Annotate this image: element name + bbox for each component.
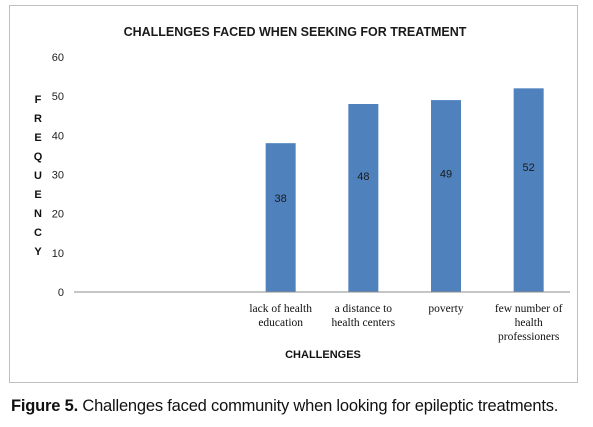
data-label: 52 xyxy=(523,162,535,174)
bar xyxy=(431,100,461,292)
chart-frame: CHALLENGES FACED WHEN SEEKING FOR TREATM… xyxy=(9,5,578,383)
x-tick-label: health centers xyxy=(332,317,396,329)
bar xyxy=(265,143,296,292)
y-axis-label-letter: C xyxy=(34,227,42,239)
y-axis-label-letter: N xyxy=(34,208,42,220)
bar xyxy=(513,88,544,292)
y-tick-label: 50 xyxy=(52,91,64,103)
y-tick-label: 30 xyxy=(52,170,64,182)
y-axis-label-letter: F xyxy=(35,94,42,106)
x-tick-label: education xyxy=(258,317,303,329)
y-tick-label: 10 xyxy=(52,248,64,260)
data-label: 49 xyxy=(440,169,452,181)
x-tick-label: professioners xyxy=(498,331,560,343)
x-axis-title: CHALLENGES xyxy=(285,349,361,361)
x-tick-label: poverty xyxy=(428,303,463,315)
bar xyxy=(348,104,379,292)
x-tick-label: health xyxy=(515,317,543,329)
data-label: 48 xyxy=(357,171,369,183)
y-axis-label-letter: E xyxy=(34,132,41,144)
y-tick-label: 20 xyxy=(52,209,64,221)
x-tick-label: a distance to xyxy=(335,303,393,315)
figure-caption: Figure 5. Challenges faced community whe… xyxy=(11,397,589,416)
y-axis-label-letter: Y xyxy=(34,246,42,258)
x-tick-label: few number of xyxy=(495,303,563,315)
y-axis-label-letter: Q xyxy=(34,151,43,163)
figure-caption-label: Figure 5. xyxy=(11,397,78,415)
figure-caption-text: Challenges faced community when looking … xyxy=(77,397,559,415)
chart-title: CHALLENGES FACED WHEN SEEKING FOR TREATM… xyxy=(124,25,467,39)
bar-chart: CHALLENGES FACED WHEN SEEKING FOR TREATM… xyxy=(34,25,570,361)
data-label: 38 xyxy=(275,193,287,205)
x-tick-label: lack of health xyxy=(249,303,312,315)
y-axis-label-letter: E xyxy=(34,189,41,201)
y-tick-label: 40 xyxy=(52,130,64,142)
y-tick-label: 60 xyxy=(52,52,64,64)
y-tick-label: 0 xyxy=(58,287,64,299)
y-axis-label-letter: R xyxy=(34,113,42,125)
y-axis-label-letter: U xyxy=(34,170,42,182)
